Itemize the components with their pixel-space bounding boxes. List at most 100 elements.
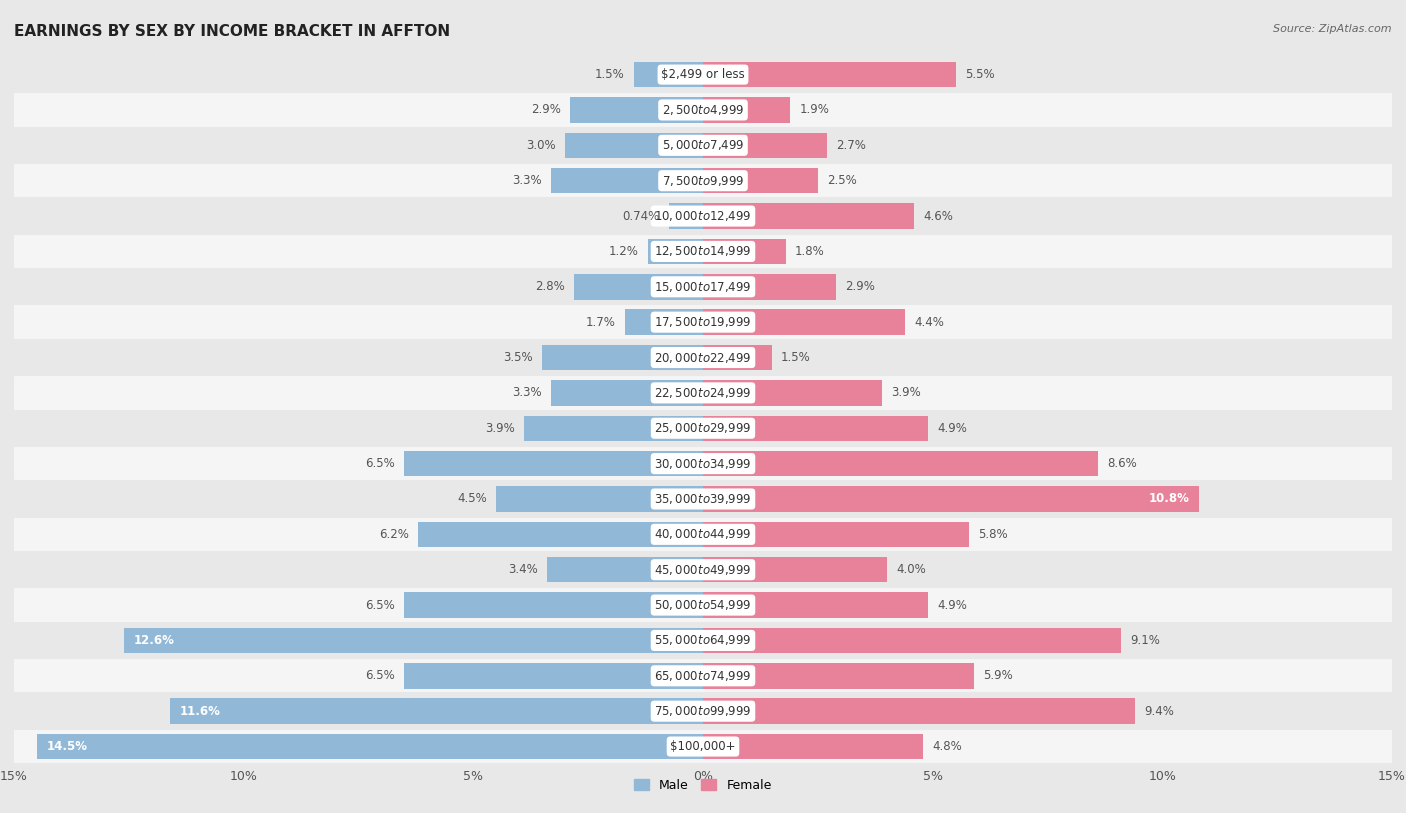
Text: 12.6%: 12.6% — [134, 634, 174, 647]
Text: 1.5%: 1.5% — [782, 351, 811, 364]
Bar — [703, 486, 1199, 511]
Bar — [703, 557, 887, 582]
Bar — [37, 734, 703, 759]
Text: $17,500 to $19,999: $17,500 to $19,999 — [654, 315, 752, 329]
Bar — [703, 698, 1135, 724]
Text: 3.9%: 3.9% — [485, 422, 515, 435]
Text: 6.5%: 6.5% — [366, 457, 395, 470]
Text: $30,000 to $34,999: $30,000 to $34,999 — [654, 457, 752, 471]
Bar — [669, 203, 703, 228]
Text: 14.5%: 14.5% — [46, 740, 87, 753]
Text: Source: ZipAtlas.com: Source: ZipAtlas.com — [1274, 24, 1392, 34]
Text: 4.5%: 4.5% — [457, 493, 486, 506]
Bar — [14, 481, 1392, 517]
Text: $55,000 to $64,999: $55,000 to $64,999 — [654, 633, 752, 647]
Text: $75,000 to $99,999: $75,000 to $99,999 — [654, 704, 752, 718]
Text: 2.7%: 2.7% — [837, 139, 866, 152]
Text: 5.5%: 5.5% — [965, 68, 994, 81]
Bar — [543, 345, 703, 370]
Bar — [14, 92, 1392, 128]
Bar — [14, 693, 1392, 729]
Bar — [575, 274, 703, 299]
Bar — [14, 57, 1392, 92]
Bar — [648, 239, 703, 264]
Bar — [569, 98, 703, 123]
Text: $20,000 to $22,499: $20,000 to $22,499 — [654, 350, 752, 364]
Bar — [496, 486, 703, 511]
Text: 4.4%: 4.4% — [914, 315, 945, 328]
Text: $40,000 to $44,999: $40,000 to $44,999 — [654, 528, 752, 541]
Bar — [524, 415, 703, 441]
Text: $65,000 to $74,999: $65,000 to $74,999 — [654, 669, 752, 683]
Bar — [703, 98, 790, 123]
Bar — [14, 659, 1392, 693]
Text: 3.4%: 3.4% — [508, 563, 537, 576]
Text: $100,000+: $100,000+ — [671, 740, 735, 753]
Text: 4.0%: 4.0% — [896, 563, 925, 576]
Text: 2.8%: 2.8% — [536, 280, 565, 293]
Bar — [170, 698, 703, 724]
Bar — [14, 233, 1392, 269]
Text: 3.0%: 3.0% — [526, 139, 555, 152]
Bar — [14, 623, 1392, 659]
Bar — [14, 163, 1392, 198]
Bar — [703, 415, 928, 441]
Bar — [405, 593, 703, 618]
Text: 5.8%: 5.8% — [979, 528, 1008, 541]
Text: 0.74%: 0.74% — [623, 210, 659, 223]
Bar — [703, 62, 956, 87]
Text: 1.8%: 1.8% — [794, 245, 824, 258]
Text: 1.7%: 1.7% — [586, 315, 616, 328]
Bar — [703, 451, 1098, 476]
Bar — [418, 522, 703, 547]
Bar — [14, 446, 1392, 481]
Bar — [14, 411, 1392, 446]
Text: 3.3%: 3.3% — [513, 174, 543, 187]
Text: 4.8%: 4.8% — [932, 740, 962, 753]
Text: 9.1%: 9.1% — [1130, 634, 1160, 647]
Bar — [14, 340, 1392, 375]
Bar — [703, 133, 827, 158]
Text: 6.5%: 6.5% — [366, 598, 395, 611]
Text: 6.2%: 6.2% — [380, 528, 409, 541]
Bar — [14, 304, 1392, 340]
Bar — [703, 239, 786, 264]
Text: $35,000 to $39,999: $35,000 to $39,999 — [654, 492, 752, 506]
Bar — [14, 269, 1392, 304]
Bar — [14, 376, 1392, 411]
Text: 3.5%: 3.5% — [503, 351, 533, 364]
Bar — [703, 345, 772, 370]
Text: 11.6%: 11.6% — [180, 705, 221, 718]
Text: EARNINGS BY SEX BY INCOME BRACKET IN AFFTON: EARNINGS BY SEX BY INCOME BRACKET IN AFF… — [14, 24, 450, 39]
Text: $25,000 to $29,999: $25,000 to $29,999 — [654, 421, 752, 435]
Text: 10.8%: 10.8% — [1149, 493, 1189, 506]
Text: $2,499 or less: $2,499 or less — [661, 68, 745, 81]
Text: $2,500 to $4,999: $2,500 to $4,999 — [662, 103, 744, 117]
Text: 5.9%: 5.9% — [983, 669, 1012, 682]
Text: 4.6%: 4.6% — [924, 210, 953, 223]
Text: 1.9%: 1.9% — [800, 103, 830, 116]
Bar — [703, 380, 882, 406]
Bar — [551, 168, 703, 193]
Text: $50,000 to $54,999: $50,000 to $54,999 — [654, 598, 752, 612]
Text: $12,500 to $14,999: $12,500 to $14,999 — [654, 245, 752, 259]
Legend: Male, Female: Male, Female — [630, 774, 776, 797]
Text: $5,000 to $7,499: $5,000 to $7,499 — [662, 138, 744, 152]
Bar — [547, 557, 703, 582]
Bar — [624, 310, 703, 335]
Bar — [703, 168, 818, 193]
Bar — [703, 593, 928, 618]
Text: $7,500 to $9,999: $7,500 to $9,999 — [662, 174, 744, 188]
Bar — [14, 729, 1392, 764]
Bar — [634, 62, 703, 87]
Bar — [14, 552, 1392, 587]
Text: 1.2%: 1.2% — [609, 245, 638, 258]
Text: 2.9%: 2.9% — [530, 103, 561, 116]
Bar — [703, 663, 974, 689]
Text: 9.4%: 9.4% — [1144, 705, 1174, 718]
Text: $22,500 to $24,999: $22,500 to $24,999 — [654, 386, 752, 400]
Text: 3.3%: 3.3% — [513, 386, 543, 399]
Bar — [405, 663, 703, 689]
Bar — [14, 198, 1392, 234]
Text: 1.5%: 1.5% — [595, 68, 624, 81]
